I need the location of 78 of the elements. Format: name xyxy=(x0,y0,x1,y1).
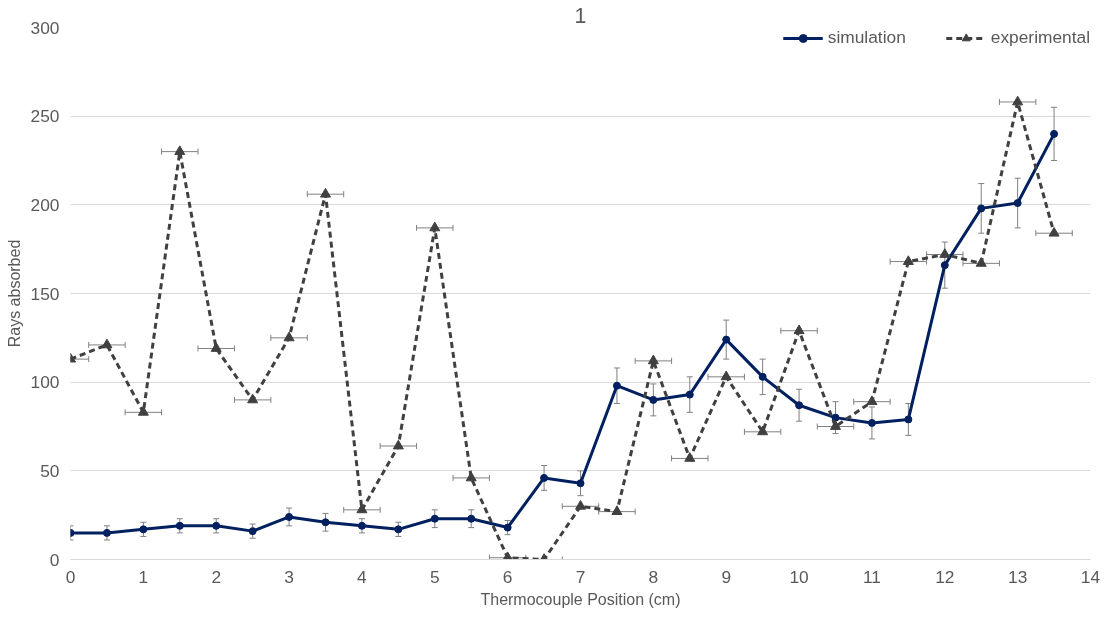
point xyxy=(356,503,368,514)
x-tick-label: 6 xyxy=(502,566,513,587)
x-tick-label: 2 xyxy=(211,566,222,587)
x-tick-label: 13 xyxy=(1008,566,1028,587)
point xyxy=(1012,95,1024,106)
point xyxy=(247,393,259,404)
point xyxy=(1013,199,1022,208)
x-tick-label: 7 xyxy=(575,566,586,587)
point xyxy=(795,401,804,410)
y-axis-title: Rays absorbed xyxy=(5,239,23,348)
point xyxy=(139,525,148,534)
point xyxy=(320,187,331,198)
x-tick-label: 9 xyxy=(721,566,732,587)
point xyxy=(248,527,257,536)
point xyxy=(940,261,949,270)
point xyxy=(939,248,951,258)
point xyxy=(465,471,477,482)
point xyxy=(793,324,805,335)
point xyxy=(357,521,366,530)
point xyxy=(285,512,294,521)
point xyxy=(430,514,439,523)
point xyxy=(576,479,585,488)
point xyxy=(283,331,295,342)
point xyxy=(394,525,403,534)
x-tick-label: 10 xyxy=(789,566,809,587)
y-tick-label: 0 xyxy=(49,549,60,570)
point xyxy=(830,420,841,430)
point xyxy=(503,523,512,532)
point xyxy=(392,439,404,450)
x-tick-label: 11 xyxy=(862,566,881,587)
y-tick-label: 50 xyxy=(40,460,60,481)
y-tick-label: 200 xyxy=(30,194,60,215)
point xyxy=(685,390,694,399)
point xyxy=(174,145,186,156)
x-tick-label: 0 xyxy=(65,566,76,587)
point xyxy=(467,514,476,523)
point xyxy=(321,518,330,527)
x-tick-label: 3 xyxy=(284,566,294,587)
x-tick-label: 12 xyxy=(935,566,955,587)
x-tick-label: 4 xyxy=(357,566,368,587)
x-tick-label: 14 xyxy=(1080,566,1101,587)
point xyxy=(429,221,441,232)
point xyxy=(1050,129,1059,138)
point xyxy=(212,521,221,530)
y-tick-label: 250 xyxy=(30,106,60,127)
point xyxy=(722,335,731,344)
point xyxy=(867,418,876,427)
point xyxy=(977,204,986,213)
point xyxy=(137,406,149,416)
point xyxy=(831,413,840,422)
point xyxy=(975,257,987,267)
x-axis-title: Thermocouple Position (cm) xyxy=(480,590,681,608)
point xyxy=(649,395,658,404)
x-tick-label: 1 xyxy=(138,566,149,587)
point xyxy=(540,473,549,482)
point xyxy=(902,255,914,265)
y-tick-label: 100 xyxy=(30,372,60,393)
x-tick-label: 5 xyxy=(429,566,440,587)
point xyxy=(1048,226,1060,237)
point xyxy=(101,338,113,349)
point xyxy=(612,381,621,390)
point xyxy=(647,354,659,365)
point xyxy=(758,372,767,381)
point xyxy=(175,521,184,530)
legend-label: simulation xyxy=(827,27,906,48)
legend-label: experimental xyxy=(990,27,1090,48)
point xyxy=(757,425,769,436)
y-tick-label: 300 xyxy=(30,17,60,38)
point xyxy=(102,528,111,537)
point xyxy=(904,415,913,424)
point xyxy=(611,505,623,516)
point xyxy=(210,342,222,352)
chart-title: 1 xyxy=(574,3,587,28)
y-tick-label: 150 xyxy=(30,283,60,304)
point xyxy=(684,452,696,462)
x-tick-label: 8 xyxy=(648,566,659,587)
point xyxy=(575,500,586,510)
point xyxy=(720,370,732,381)
